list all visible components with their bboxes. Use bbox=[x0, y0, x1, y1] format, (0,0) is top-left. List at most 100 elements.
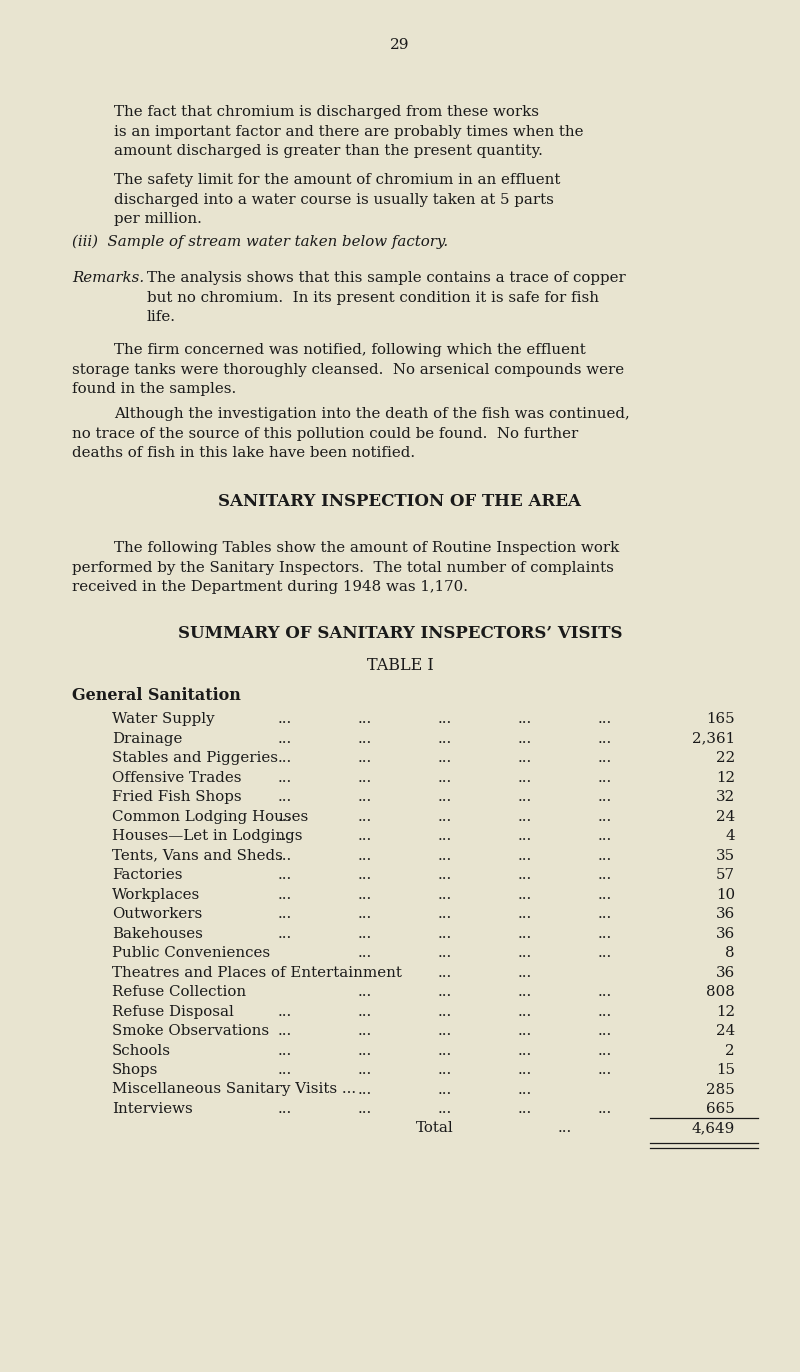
Text: ...: ... bbox=[278, 750, 292, 766]
Text: no trace of the source of this pollution could be found.  No further: no trace of the source of this pollution… bbox=[72, 427, 578, 440]
Text: Public Conveniences: Public Conveniences bbox=[112, 947, 270, 960]
Text: ...: ... bbox=[518, 947, 532, 960]
Text: but no chromium.  In its present condition it is safe for fish: but no chromium. In its present conditio… bbox=[147, 291, 599, 305]
Text: ...: ... bbox=[438, 1004, 452, 1018]
Text: ...: ... bbox=[598, 750, 612, 766]
Text: ...: ... bbox=[358, 1083, 372, 1096]
Text: ...: ... bbox=[518, 848, 532, 863]
Text: 36: 36 bbox=[716, 926, 735, 940]
Text: Bakehouses: Bakehouses bbox=[112, 926, 203, 940]
Text: ...: ... bbox=[518, 829, 532, 842]
Text: Tents, Vans and Sheds: Tents, Vans and Sheds bbox=[112, 848, 283, 863]
Text: 24: 24 bbox=[716, 809, 735, 823]
Text: ...: ... bbox=[518, 790, 532, 804]
Text: TABLE I: TABLE I bbox=[366, 657, 434, 674]
Text: ...: ... bbox=[598, 1004, 612, 1018]
Text: ...: ... bbox=[438, 888, 452, 901]
Text: ...: ... bbox=[558, 1121, 572, 1136]
Text: ...: ... bbox=[438, 1044, 452, 1058]
Text: 29: 29 bbox=[390, 38, 410, 52]
Text: ...: ... bbox=[518, 1044, 532, 1058]
Text: ...: ... bbox=[278, 1004, 292, 1018]
Text: found in the samples.: found in the samples. bbox=[72, 381, 236, 397]
Text: ...: ... bbox=[358, 848, 372, 863]
Text: ...: ... bbox=[438, 985, 452, 999]
Text: 36: 36 bbox=[716, 966, 735, 980]
Text: ...: ... bbox=[598, 731, 612, 745]
Text: Drainage: Drainage bbox=[112, 731, 182, 745]
Text: Workplaces: Workplaces bbox=[112, 888, 200, 901]
Text: Remarks.: Remarks. bbox=[72, 272, 144, 285]
Text: Factories: Factories bbox=[112, 868, 182, 882]
Text: SANITARY INSPECTION OF THE AREA: SANITARY INSPECTION OF THE AREA bbox=[218, 493, 582, 510]
Text: ...: ... bbox=[598, 829, 612, 842]
Text: 15: 15 bbox=[716, 1063, 735, 1077]
Text: ...: ... bbox=[278, 771, 292, 785]
Text: 24: 24 bbox=[716, 1024, 735, 1039]
Text: storage tanks were thoroughly cleansed.  No arsenical compounds were: storage tanks were thoroughly cleansed. … bbox=[72, 362, 624, 376]
Text: (iii)  Sample of stream water taken below factory.: (iii) Sample of stream water taken below… bbox=[72, 235, 448, 250]
Text: ...: ... bbox=[278, 926, 292, 940]
Text: The firm concerned was notified, following which the effluent: The firm concerned was notified, followi… bbox=[114, 343, 586, 357]
Text: ...: ... bbox=[518, 750, 532, 766]
Text: ...: ... bbox=[358, 750, 372, 766]
Text: ...: ... bbox=[278, 1063, 292, 1077]
Text: General Sanitation: General Sanitation bbox=[72, 687, 241, 704]
Text: ...: ... bbox=[438, 712, 452, 726]
Text: ...: ... bbox=[278, 1102, 292, 1115]
Text: ...: ... bbox=[518, 1102, 532, 1115]
Text: ...: ... bbox=[358, 926, 372, 940]
Text: ...: ... bbox=[598, 1063, 612, 1077]
Text: deaths of fish in this lake have been notified.: deaths of fish in this lake have been no… bbox=[72, 446, 415, 460]
Text: Water Supply: Water Supply bbox=[112, 712, 214, 726]
Text: ...: ... bbox=[358, 1004, 372, 1018]
Text: Smoke Observations: Smoke Observations bbox=[112, 1024, 269, 1039]
Text: ...: ... bbox=[358, 790, 372, 804]
Text: SUMMARY OF SANITARY INSPECTORS’ VISITS: SUMMARY OF SANITARY INSPECTORS’ VISITS bbox=[178, 626, 622, 642]
Text: ...: ... bbox=[278, 712, 292, 726]
Text: ...: ... bbox=[518, 1083, 532, 1096]
Text: Houses—Let in Lodgings: Houses—Let in Lodgings bbox=[112, 829, 302, 842]
Text: ...: ... bbox=[278, 888, 292, 901]
Text: ...: ... bbox=[518, 771, 532, 785]
Text: ...: ... bbox=[438, 966, 452, 980]
Text: ...: ... bbox=[438, 868, 452, 882]
Text: 35: 35 bbox=[716, 848, 735, 863]
Text: 10: 10 bbox=[716, 888, 735, 901]
Text: ...: ... bbox=[518, 868, 532, 882]
Text: ...: ... bbox=[438, 947, 452, 960]
Text: per million.: per million. bbox=[114, 213, 202, 226]
Text: ...: ... bbox=[598, 809, 612, 823]
Text: ...: ... bbox=[278, 1044, 292, 1058]
Text: ...: ... bbox=[358, 712, 372, 726]
Text: ...: ... bbox=[598, 907, 612, 921]
Text: 57: 57 bbox=[716, 868, 735, 882]
Text: ...: ... bbox=[518, 1024, 532, 1039]
Text: Refuse Collection: Refuse Collection bbox=[112, 985, 246, 999]
Text: The following Tables show the amount of Routine Inspection work: The following Tables show the amount of … bbox=[114, 541, 619, 556]
Text: ...: ... bbox=[358, 1044, 372, 1058]
Text: ...: ... bbox=[438, 829, 452, 842]
Text: ...: ... bbox=[438, 1083, 452, 1096]
Text: ...: ... bbox=[358, 888, 372, 901]
Text: 36: 36 bbox=[716, 907, 735, 921]
Text: 12: 12 bbox=[716, 1004, 735, 1018]
Text: Schools: Schools bbox=[112, 1044, 171, 1058]
Text: ...: ... bbox=[358, 731, 372, 745]
Text: ...: ... bbox=[278, 848, 292, 863]
Text: Although the investigation into the death of the fish was continued,: Although the investigation into the deat… bbox=[114, 407, 630, 421]
Text: received in the Department during 1948 was 1,170.: received in the Department during 1948 w… bbox=[72, 580, 468, 594]
Text: ...: ... bbox=[358, 947, 372, 960]
Text: life.: life. bbox=[147, 310, 176, 324]
Text: ...: ... bbox=[598, 1102, 612, 1115]
Text: ...: ... bbox=[518, 966, 532, 980]
Text: ...: ... bbox=[278, 731, 292, 745]
Text: ...: ... bbox=[358, 829, 372, 842]
Text: ...: ... bbox=[358, 771, 372, 785]
Text: ...: ... bbox=[518, 926, 532, 940]
Text: 32: 32 bbox=[716, 790, 735, 804]
Text: Offensive Trades: Offensive Trades bbox=[112, 771, 242, 785]
Text: ...: ... bbox=[518, 985, 532, 999]
Text: ...: ... bbox=[598, 848, 612, 863]
Text: 4,649: 4,649 bbox=[692, 1121, 735, 1136]
